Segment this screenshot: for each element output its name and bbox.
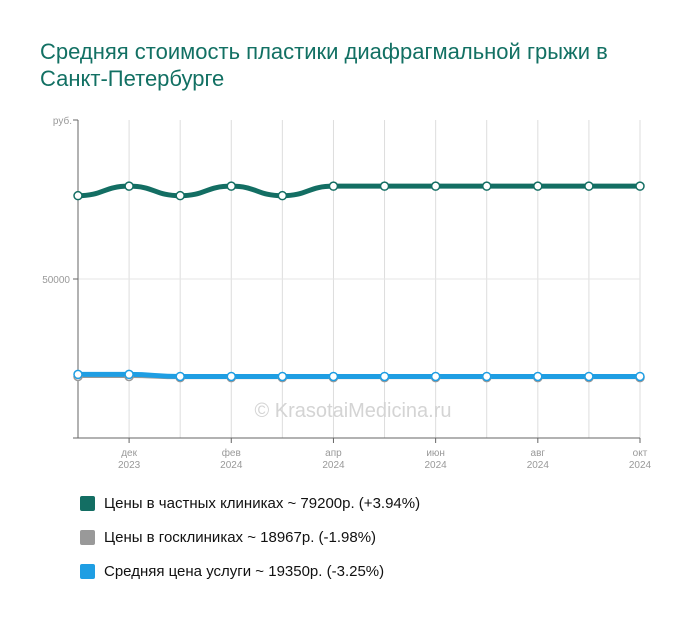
data-point-private — [124, 181, 134, 191]
legend-item-private[interactable]: Цены в частных клиниках ~ 79200р. (+3.94… — [80, 486, 420, 520]
x-tick-label-month: дек — [121, 448, 137, 459]
data-point-average — [533, 371, 543, 382]
legend-label-private: Цены в частных клиниках ~ 79200р. (+3.94… — [104, 494, 421, 512]
data-point-average — [328, 371, 339, 382]
data-point-average — [430, 371, 441, 382]
data-point-private — [277, 190, 288, 201]
data-point-average — [481, 371, 492, 382]
y-axis-unit-label: руб. — [53, 115, 72, 127]
data-point-average — [73, 369, 83, 380]
legend-label-public: Цены в госклиниках ~ 18967р. (-1.98%) — [104, 528, 377, 546]
data-point-average — [124, 369, 134, 380]
x-tick-label-month: окт — [633, 448, 648, 459]
data-point-private — [175, 190, 185, 201]
x-tick-label-year: 2024 — [220, 460, 243, 471]
axes: руб.50000дек2023фев2024апр2024июн2024авг… — [42, 115, 651, 471]
x-tick-label-year: 2024 — [629, 460, 652, 471]
series-line-private — [75, 183, 643, 199]
legend-swatch-public — [80, 529, 95, 545]
x-tick-label-month: апр — [325, 448, 342, 459]
x-tick-label-year: 2023 — [118, 460, 141, 471]
legend-item-average[interactable]: Средняя цена услуги ~ 19350р. (-3.25%) — [80, 554, 420, 588]
legend-item-public[interactable]: Цены в госклиниках ~ 18967р. (-1.98%) — [80, 520, 420, 554]
data-point-average — [277, 371, 288, 382]
data-point-private — [533, 181, 543, 191]
data-point-private — [379, 181, 390, 191]
data-point-private — [73, 190, 83, 201]
legend-swatch-private — [80, 495, 95, 511]
data-point-private — [430, 181, 441, 191]
data-point-average — [379, 371, 390, 382]
data-point-average — [175, 371, 185, 382]
legend-swatch-average — [80, 563, 95, 579]
x-tick-label-year: 2024 — [322, 460, 345, 471]
data-point-private — [635, 181, 645, 191]
watermark: © KrasotaiMedicina.ru — [254, 400, 451, 422]
data-point-private — [481, 181, 492, 191]
chart-title: Средняя стоимость пластики диафрагмально… — [40, 39, 608, 91]
x-tick-label-year: 2024 — [425, 460, 448, 471]
legend-label-average: Средняя цена услуги ~ 19350р. (-3.25%) — [104, 562, 385, 580]
data-point-private — [226, 181, 237, 191]
data-point-average — [226, 371, 237, 382]
legend: Цены в частных клиниках ~ 79200р. (+3.94… — [80, 486, 420, 588]
x-tick-label-month: июн — [426, 448, 445, 459]
x-tick-label-year: 2024 — [527, 460, 550, 471]
data-point-private — [328, 181, 339, 191]
series-line-average — [75, 371, 643, 379]
series — [73, 181, 645, 383]
data-point-average — [635, 371, 645, 382]
y-tick-label: 50000 — [42, 275, 70, 286]
data-point-average — [584, 371, 594, 382]
x-tick-label-month: фев — [222, 447, 241, 459]
grid — [78, 120, 641, 438]
x-tick-label-month: авг — [531, 448, 546, 459]
data-point-private — [584, 181, 594, 191]
